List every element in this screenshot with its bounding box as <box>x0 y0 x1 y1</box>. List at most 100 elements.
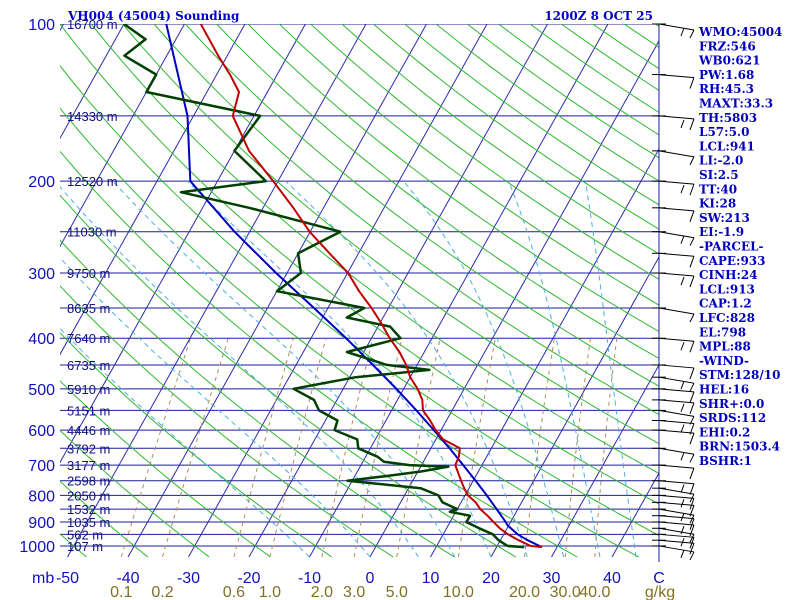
index-stm: STM:128/10 <box>699 368 780 382</box>
dry-adiabat-line <box>216 24 659 360</box>
wind-barb <box>652 480 695 495</box>
moist-adiabat-line <box>508 180 601 558</box>
height-label: 562 m <box>67 527 103 542</box>
dry-adiabat-line <box>60 332 333 558</box>
index-li: LI:-2.0 <box>699 154 743 168</box>
wind-barb <box>652 508 695 524</box>
dry-adiabat-line <box>60 194 517 558</box>
mixing-ratio-line <box>120 338 192 558</box>
index-srds: SRDS:112 <box>699 411 766 425</box>
index-pw: PW:1.68 <box>699 68 754 82</box>
pressure-tick-label: 500 <box>28 382 55 399</box>
index-sw: SW:213 <box>699 211 750 225</box>
isotherm-line <box>551 364 659 558</box>
mixing-ratio-line <box>396 338 441 558</box>
height-label: 11030 m <box>67 225 117 240</box>
index-l57: L57:5.0 <box>699 125 749 139</box>
index-el: EL:798 <box>699 325 746 339</box>
parcel-line <box>165 24 543 549</box>
wind-barb <box>652 501 695 517</box>
index-rh: RH:45.3 <box>699 82 754 96</box>
index-parcel: -PARCEL- <box>699 240 764 254</box>
isotherm-line <box>60 24 306 464</box>
pressure-tick-label: 300 <box>28 266 55 283</box>
index-ki: KI:28 <box>699 197 736 211</box>
index-plcl: LCL:913 <box>699 282 755 296</box>
mixing-ratio-tick-label: 0.1 <box>110 584 132 600</box>
height-label: 14330 m <box>67 109 118 124</box>
wind-barb <box>652 180 695 196</box>
mixing-ratio-tick-label: 20.0 <box>509 584 540 600</box>
dry-adiabat-line <box>247 24 659 333</box>
mixing-ratio-line <box>594 338 618 558</box>
wind-barb <box>652 527 695 543</box>
height-label: 16700 m <box>67 17 118 32</box>
wind-barb <box>652 364 695 380</box>
index-bshr: BSHR:1 <box>699 454 752 468</box>
temperature-tick-label: 20 <box>482 570 500 587</box>
mixing-ratio-tick-label: 0.2 <box>151 584 173 600</box>
temperature-tick-label: 10 <box>422 570 440 587</box>
index-lfc: LFC:828 <box>699 311 755 325</box>
height-label: 5151 m <box>67 403 110 418</box>
isotherm-line <box>60 24 246 356</box>
dry-adiabat-line <box>60 64 659 537</box>
height-label: 6735 m <box>67 358 110 373</box>
temperature-unit-label: C <box>653 570 665 587</box>
index-th: TH:5803 <box>699 111 757 125</box>
dry-adiabat-line <box>60 380 271 558</box>
index-shr: SHR+:0.0 <box>699 397 764 411</box>
temperature-tick-label: 30 <box>543 570 561 587</box>
mixing-ratio-line <box>564 338 591 558</box>
wind-barb <box>652 115 695 131</box>
dry-adiabat-line <box>90 24 659 475</box>
wind-barb <box>652 521 695 537</box>
moist-adiabat-line <box>112 180 456 558</box>
dry-adiabat-line <box>60 107 639 558</box>
temperature-tick-label: -50 <box>56 570 79 587</box>
moist-adiabat-line <box>60 186 419 558</box>
index-cape: CAPE:933 <box>699 254 766 268</box>
isotherm-line <box>0 24 3 557</box>
mixing-ratio-line <box>162 338 229 558</box>
index-brn: BRN:1503.4 <box>699 440 780 454</box>
wind-barb <box>652 429 695 445</box>
height-label: 12520 m <box>67 174 118 189</box>
mixing-ratio-line <box>524 338 555 558</box>
wind-barb <box>652 74 695 89</box>
mixing-ratio-lines <box>120 338 618 558</box>
index-lcl: LCL:941 <box>699 139 755 153</box>
wind-barb <box>652 252 695 268</box>
moist-adiabat-line <box>584 181 637 558</box>
height-label: 107 m <box>67 539 103 554</box>
dry-adiabat-line <box>60 285 394 558</box>
mixing-ratio-line <box>269 338 327 558</box>
moist-adiabat-line <box>60 256 371 558</box>
dry-adiabat-line <box>341 24 659 255</box>
sounding-profiles <box>123 24 543 549</box>
index-hel: HEL:16 <box>699 383 749 397</box>
index-tt: TT:40 <box>699 182 737 196</box>
wind-barb <box>652 307 695 323</box>
wind-barb <box>652 376 695 392</box>
mixing-ratio-line <box>457 338 496 558</box>
wind-barb <box>652 207 695 222</box>
moist-adiabat-line <box>403 180 565 558</box>
dry-adiabat-line <box>310 24 659 280</box>
wind-barb <box>652 272 695 288</box>
index-cinh: CINH:24 <box>699 268 758 282</box>
index-mpl: MPL:88 <box>699 340 751 354</box>
mixing-ratio-tick-label: 1.0 <box>259 584 281 600</box>
wind-barbs <box>652 23 695 561</box>
indices-panel: WMO:45004FRZ:546WB0:621PW:1.68RH:45.3MAX… <box>698 25 782 468</box>
isotherm-line <box>248 24 548 558</box>
chart-title: VH004 (45004) Sounding <box>67 9 240 23</box>
height-label: 4446 m <box>67 423 110 438</box>
mixing-ratio-tick-label: 5.0 <box>386 584 408 600</box>
height-label: 3792 m <box>67 441 110 456</box>
dewpoint-line <box>123 24 524 549</box>
pressure-unit-label: mb <box>32 570 54 587</box>
temperature-tick-label: 40 <box>603 570 621 587</box>
pressure-tick-label: 600 <box>28 423 55 440</box>
